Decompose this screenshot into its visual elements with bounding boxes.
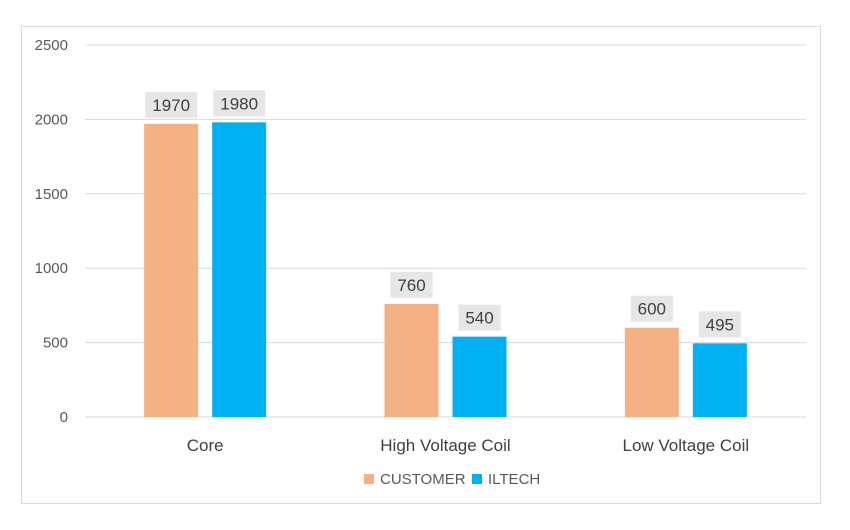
- data-label: 1970: [152, 96, 190, 115]
- legend-swatch: [364, 474, 374, 484]
- data-label-background: [213, 90, 266, 117]
- data-label-background: [698, 311, 741, 338]
- x-tick-label: Core: [187, 436, 224, 455]
- x-tick-label: Low Voltage Coil: [623, 436, 750, 455]
- data-label: 1980: [220, 94, 258, 113]
- x-tick-label: High Voltage Coil: [380, 436, 510, 455]
- legend-swatch: [472, 474, 482, 484]
- bar: [212, 122, 267, 417]
- y-tick-label: 1500: [35, 186, 68, 203]
- data-label: 495: [706, 315, 734, 334]
- data-label: 600: [638, 300, 666, 319]
- legend-label: ILTECH: [488, 471, 540, 488]
- data-label-background: [458, 304, 501, 331]
- bar: [624, 327, 679, 417]
- bar: [144, 123, 199, 417]
- y-tick-label: 500: [43, 335, 68, 352]
- y-tick-label: 1000: [35, 260, 68, 277]
- data-label-background: [145, 91, 198, 118]
- data-label-background: [630, 295, 673, 322]
- legend-label: CUSTOMER: [380, 471, 466, 488]
- bar: [692, 343, 747, 417]
- bar: [384, 303, 439, 417]
- data-label: 760: [397, 276, 425, 295]
- y-tick-label: 2500: [35, 37, 68, 54]
- data-label-background: [390, 271, 433, 298]
- y-tick-label: 2000: [35, 111, 68, 128]
- data-label: 540: [465, 309, 493, 328]
- bar: [452, 336, 507, 417]
- y-tick-label: 0: [60, 409, 68, 426]
